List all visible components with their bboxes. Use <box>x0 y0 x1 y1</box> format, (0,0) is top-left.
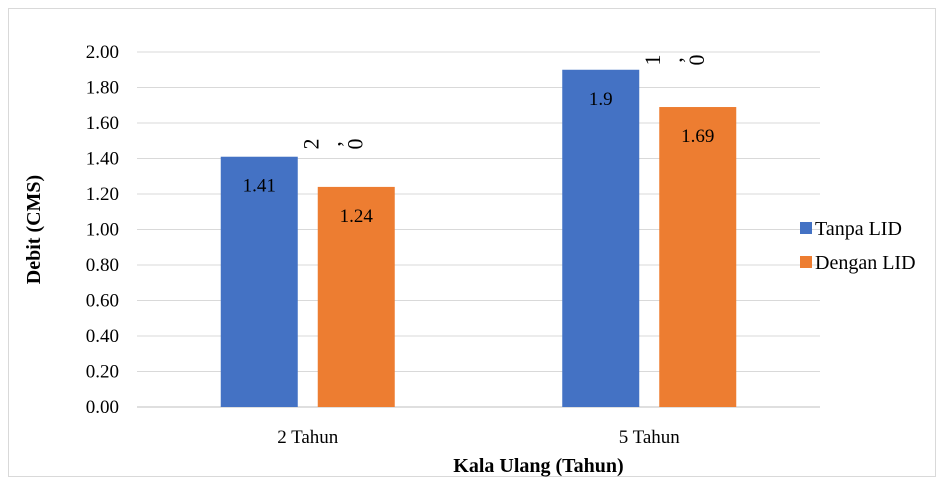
legend-label: Tanpa LID <box>815 218 902 240</box>
data-label: 1.24 <box>340 206 374 227</box>
y-tick-label: 0.00 <box>86 397 119 418</box>
y-tick-label: 0.40 <box>86 326 119 347</box>
y-tick-label: 0.60 <box>86 291 119 312</box>
data-label: 1.41 <box>243 176 276 197</box>
rotated-annotation: 1,0 <box>640 55 709 66</box>
x-tick-label: 5 Tahun <box>619 427 681 448</box>
y-tick-label: 2.00 <box>86 42 119 63</box>
legend-swatch <box>800 256 812 268</box>
legend-swatch <box>800 222 812 234</box>
annotation-char: , <box>320 141 345 147</box>
bar-dengan-lid <box>317 186 395 407</box>
bar-tanpa-lid <box>562 69 640 407</box>
y-tick-label: 1.20 <box>86 184 119 205</box>
y-tick-label: 1.40 <box>86 149 119 170</box>
bar-tanpa-lid <box>220 156 298 407</box>
x-axis-title: Kala Ulang (Tahun) <box>453 455 623 477</box>
annotation-char: , <box>662 57 687 63</box>
y-axis-title: Debit (CMS) <box>23 175 45 284</box>
annotation-char: 2 <box>298 139 323 150</box>
data-label: 1.9 <box>589 89 613 110</box>
y-tick-label: 0.20 <box>86 362 119 383</box>
bar-dengan-lid <box>659 107 737 408</box>
y-tick-label: 1.60 <box>86 113 119 134</box>
annotation-char: 0 <box>684 55 709 66</box>
annotation-char: 1 <box>640 55 665 66</box>
y-tick-label: 1.00 <box>86 220 119 241</box>
chart-frame <box>8 8 936 477</box>
data-label: 1.69 <box>681 126 714 147</box>
x-tick-label: 2 Tahun <box>277 427 339 448</box>
y-tick-label: 1.80 <box>86 78 119 99</box>
legend-label: Dengan LID <box>815 252 916 274</box>
y-tick-label: 0.80 <box>86 255 119 276</box>
rotated-annotation: 2,0 <box>298 139 367 150</box>
annotation-char: 0 <box>342 139 367 150</box>
